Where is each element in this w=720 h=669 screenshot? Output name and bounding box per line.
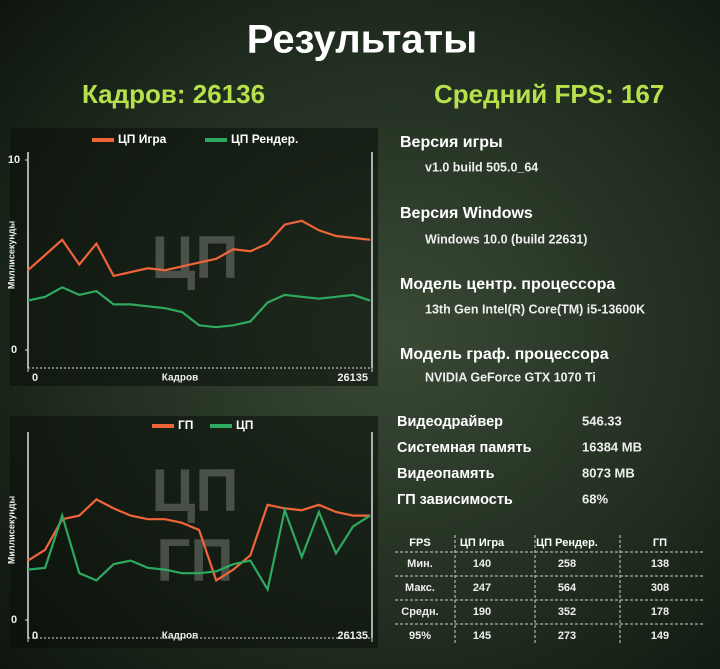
spec-label: Системная память [397,440,532,456]
x-tick-label: 26135 [337,630,368,642]
info-value: v1.0 build 505.0_64 [425,160,538,174]
info-label: Версия Windows [400,205,533,222]
legend-label: ЦП [236,418,253,432]
table-cell: 145 [473,630,491,642]
x-axis-label: Кадров [162,631,199,642]
spec-value: 546.33 [582,413,622,428]
table-cell: 138 [651,558,669,570]
table-cell: 178 [651,606,669,618]
frames-count: Кадров: 26136 [82,79,265,109]
chart-panel [10,416,378,648]
table-cell: 95% [409,630,431,642]
x-tick-label: 26135 [337,372,368,384]
table-cell: 273 [558,630,576,642]
info-value: NVIDIA GeForce GTX 1070 Ti [425,370,596,384]
average-fps: Средний FPS: 167 [434,79,664,109]
info-label: Модель центр. процессора [400,276,615,293]
table-cell: 190 [473,606,491,618]
table-cell: 247 [473,582,491,594]
table-cell: 149 [651,630,669,642]
spec-value: 68% [582,491,608,506]
table-header: ГП [653,537,667,549]
series-line [27,286,371,329]
table-header: ЦП Рендер. [536,537,598,549]
spec-value: 8073 MB [582,465,635,480]
spec-value: 16384 MB [582,439,642,454]
x-tick-label: 0 [32,630,38,642]
x-axis-label: Кадров [162,373,199,384]
table-cell: 140 [473,558,491,570]
info-label: Модель граф. процессора [400,346,609,363]
info-value: Windows 10.0 (build 22631) [425,232,587,246]
spec-label: ГП зависимость [397,492,513,508]
legend-label: ГП [178,418,193,432]
table-cell: Мин. [407,558,433,570]
watermark: ЦП [152,457,239,524]
watermark: ГП [156,527,233,594]
y-tick-label: 10 [8,154,20,166]
table-cell: 352 [558,606,576,618]
table-cell: 258 [558,558,576,570]
x-tick-label: 0 [32,372,38,384]
y-axis-label: Миллисекунды [6,221,16,290]
series-line [27,506,371,593]
watermark: ЦП [152,224,239,291]
chart-panel [10,128,378,386]
legend-label: ЦП Игра [118,132,167,146]
table-cell: 564 [558,582,577,594]
info-label: Версия игры [400,134,503,151]
table-header: ЦП Игра [460,537,505,549]
y-tick-label: 0 [11,344,17,356]
spec-label: Видеопамять [397,466,495,482]
table-header: FPS [409,537,430,549]
series-line [27,219,371,278]
table-cell: Макс. [405,582,435,594]
y-axis-label: Миллисекунды [6,496,16,565]
spec-label: Видеодрайвер [397,414,503,430]
y-tick-label: 0 [11,614,17,626]
table-cell: Средн. [401,606,438,618]
info-value: 13th Gen Intel(R) Core(TM) i5-13600K [425,302,645,316]
table-cell: 308 [651,582,669,594]
title: Результаты [247,18,478,62]
legend-label: ЦП Рендер. [231,132,298,146]
series-line [27,498,371,583]
